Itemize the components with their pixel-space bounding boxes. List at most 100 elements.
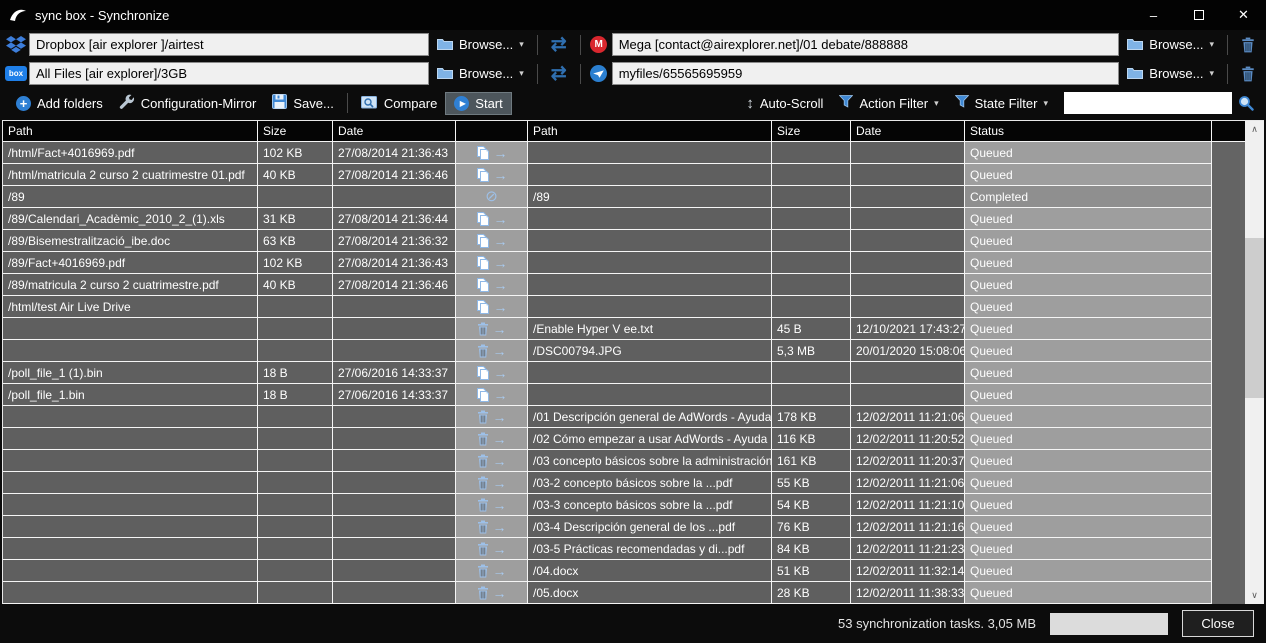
table-row[interactable]: → ⊘ /02 Cómo empezar a usar AdWords - Ay… xyxy=(3,428,1264,450)
swap-direction-icon[interactable]: ⇄ xyxy=(550,63,567,84)
table-row[interactable]: /89 → ⊘ /89 Completed xyxy=(3,186,1264,208)
copy-files-icon xyxy=(476,145,490,160)
remove-pair-button[interactable] xyxy=(1233,66,1263,82)
delete-file-icon xyxy=(477,498,489,512)
left-size-cell xyxy=(258,186,333,208)
remove-pair-button[interactable] xyxy=(1233,37,1263,53)
column-header-left-path[interactable]: Path xyxy=(3,121,258,142)
maximize-button[interactable] xyxy=(1176,0,1221,30)
column-header-right-size[interactable]: Size xyxy=(772,121,851,142)
action-cell: → ⊘ xyxy=(456,428,528,450)
browse-button[interactable]: Browse... ▾ xyxy=(1119,32,1222,57)
table-row[interactable]: /89/Calendari_Acadèmic_2010_2_(1).xls 31… xyxy=(3,208,1264,230)
table-row[interactable]: → ⊘ /03-2 concepto básicos sobre la ...p… xyxy=(3,472,1264,494)
compare-button[interactable]: Compare xyxy=(353,92,445,115)
close-window-button[interactable]: ✕ xyxy=(1238,7,1249,22)
right-date-cell xyxy=(851,296,965,318)
scroll-thumb[interactable] xyxy=(1245,238,1264,398)
action-cell: → ⊘ xyxy=(456,450,528,472)
column-header-left-size[interactable]: Size xyxy=(258,121,333,142)
browse-button[interactable]: Browse... ▾ xyxy=(429,61,532,86)
left-size-cell: 40 KB xyxy=(258,274,333,296)
toolbar: + Add folders Configuration-Mirror Save.… xyxy=(0,88,1266,118)
status-cell: Queued xyxy=(965,362,1212,384)
auto-scroll-button[interactable]: ↕ Auto-Scroll xyxy=(738,92,831,115)
compare-icon xyxy=(360,95,378,112)
table-row[interactable]: → ⊘ /03-4 Descripción general de los ...… xyxy=(3,516,1264,538)
right-path-cell: /89 xyxy=(528,186,772,208)
right-date-cell xyxy=(851,230,965,252)
action-arrow-icon: → xyxy=(492,474,507,491)
left-path-input[interactable] xyxy=(29,62,429,85)
sync-table-rows: /html/Fact+4016969.pdf 102 KB 27/08/2014… xyxy=(3,142,1264,604)
search-icon[interactable] xyxy=(1238,95,1254,111)
table-row[interactable]: /89/Fact+4016969.pdf 102 KB 27/08/2014 2… xyxy=(3,252,1264,274)
table-row[interactable]: → ⊘ /03-5 Prácticas recomendadas y di...… xyxy=(3,538,1264,560)
right-date-cell xyxy=(851,164,965,186)
auto-scroll-icon: ↕ xyxy=(746,94,754,112)
action-cell: → ⊘ xyxy=(456,142,528,164)
scroll-down-button[interactable]: ∨ xyxy=(1251,590,1258,600)
state-filter-button[interactable]: State Filter ▾ xyxy=(947,92,1056,114)
left-size-cell xyxy=(258,494,333,516)
right-path-cell: /Enable Hyper V ee.txt xyxy=(528,318,772,340)
table-row[interactable]: /html/Fact+4016969.pdf 102 KB 27/08/2014… xyxy=(3,142,1264,164)
action-arrow-icon: → xyxy=(492,342,507,359)
filter-icon xyxy=(954,95,970,111)
swap-direction-icon[interactable]: ⇄ xyxy=(550,34,567,55)
left-path-input[interactable] xyxy=(29,33,429,56)
save-button[interactable]: Save... xyxy=(264,91,341,115)
table-row[interactable]: /89/Bisemestralització_ibe.doc 63 KB 27/… xyxy=(3,230,1264,252)
right-date-cell xyxy=(851,274,965,296)
column-header-left-date[interactable]: Date xyxy=(333,121,456,142)
right-path-cell: /02 Cómo empezar a usar AdWords - Ayuda … xyxy=(528,428,772,450)
table-row[interactable]: → ⊘ /DSC00794.JPG 5,3 MB 20/01/2020 15:0… xyxy=(3,340,1264,362)
status-cell: Queued xyxy=(965,494,1212,516)
table-row[interactable]: /89/matricula 2 curso 2 cuatrimestre.pdf… xyxy=(3,274,1264,296)
minimize-button[interactable]: – xyxy=(1149,7,1158,23)
table-row[interactable]: /html/matricula 2 curso 2 cuatrimestre 0… xyxy=(3,164,1264,186)
close-button[interactable]: Close xyxy=(1182,610,1254,637)
vertical-scrollbar[interactable]: ∧ ∨ xyxy=(1245,121,1264,604)
table-row[interactable]: → ⊘ /01 Descripción general de AdWords -… xyxy=(3,406,1264,428)
action-filter-button[interactable]: Action Filter ▾ xyxy=(831,92,946,114)
left-size-cell xyxy=(258,428,333,450)
right-path-cell: /04.docx xyxy=(528,560,772,582)
left-size-cell xyxy=(258,450,333,472)
column-header-right-date[interactable]: Date xyxy=(851,121,965,142)
action-cell: → ⊘ xyxy=(456,406,528,428)
right-path-cell xyxy=(528,384,772,406)
table-row[interactable]: → ⊘ /05.docx 28 KB 12/02/2011 11:38:33 Q… xyxy=(3,582,1264,604)
right-path-cell xyxy=(528,362,772,384)
table-row[interactable]: → ⊘ /03 concepto básicos sobre la admini… xyxy=(3,450,1264,472)
start-button[interactable]: ▶ Start xyxy=(445,91,512,115)
action-filter-label: Action Filter xyxy=(859,95,929,111)
left-date-cell xyxy=(333,538,456,560)
status-cell: Queued xyxy=(965,582,1212,604)
configuration-mirror-button[interactable]: Configuration-Mirror xyxy=(111,91,265,116)
folder-icon xyxy=(1127,66,1144,82)
table-row[interactable]: /html/test Air Live Drive → ⊘ Queued xyxy=(3,296,1264,318)
browse-button[interactable]: Browse... ▾ xyxy=(429,32,532,57)
browse-button[interactable]: Browse... ▾ xyxy=(1119,61,1222,86)
right-path-input[interactable] xyxy=(611,62,1120,85)
table-row[interactable]: /poll_file_1.bin 18 B 27/06/2016 14:33:3… xyxy=(3,384,1264,406)
sync-pair-row-1: Browse... ▾ ⇄ M Browse... ▾ xyxy=(0,30,1266,59)
search-input[interactable] xyxy=(1064,92,1232,114)
browse-label: Browse... xyxy=(1149,37,1204,52)
right-path-input[interactable] xyxy=(611,33,1120,56)
scroll-up-button[interactable]: ∧ xyxy=(1251,124,1258,134)
table-row[interactable]: → ⊘ /04.docx 51 KB 12/02/2011 11:32:14 Q… xyxy=(3,560,1264,582)
left-date-cell: 27/06/2016 14:33:37 xyxy=(333,384,456,406)
action-arrow-icon: → xyxy=(493,166,508,183)
column-header-status[interactable]: Status xyxy=(965,121,1212,142)
table-row[interactable]: → ⊘ /Enable Hyper V ee.txt 45 B 12/10/20… xyxy=(3,318,1264,340)
add-folders-button[interactable]: + Add folders xyxy=(8,93,111,114)
table-row[interactable]: /poll_file_1 (1).bin 18 B 27/06/2016 14:… xyxy=(3,362,1264,384)
left-date-cell xyxy=(333,450,456,472)
right-path-cell: /03-5 Prácticas recomendadas y di...pdf xyxy=(528,538,772,560)
right-size-cell xyxy=(772,142,851,164)
table-row[interactable]: → ⊘ /03-3 concepto básicos sobre la ...p… xyxy=(3,494,1264,516)
column-header-right-path[interactable]: Path xyxy=(528,121,772,142)
status-cell: Queued xyxy=(965,296,1212,318)
